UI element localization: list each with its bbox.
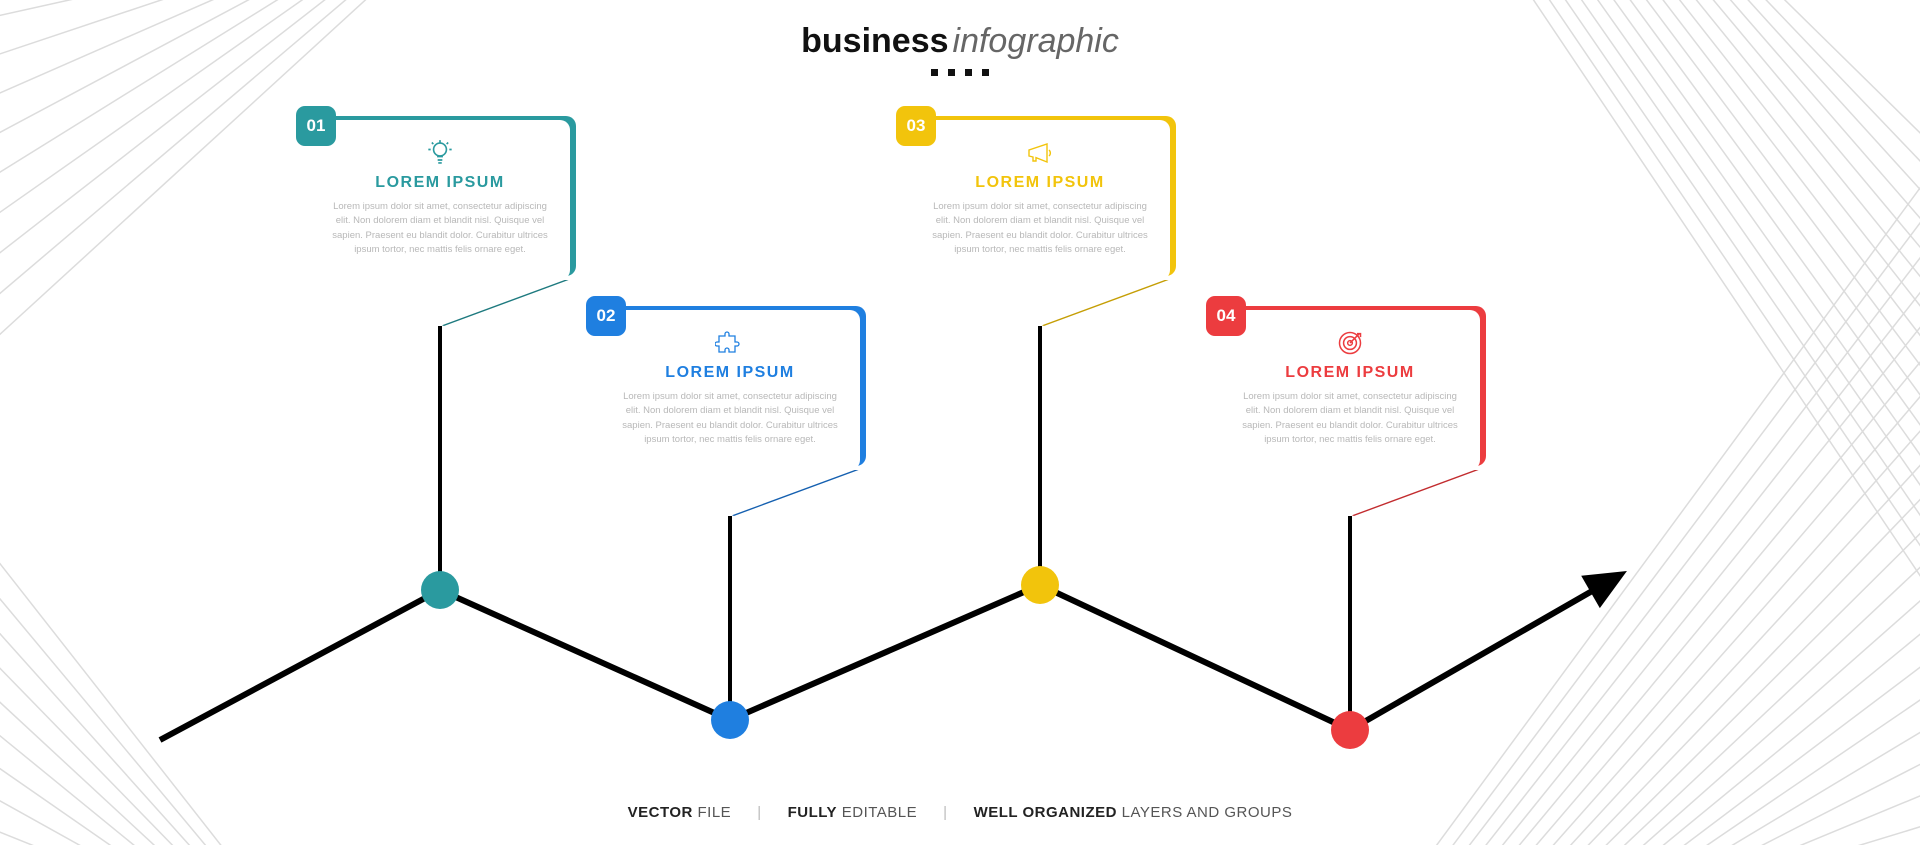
timeline-node (421, 571, 459, 609)
card-chevron (600, 468, 860, 516)
footer: VECTOR FILE|FULLY EDITABLE|WELL ORGANIZE… (0, 804, 1920, 821)
timeline-node (1021, 566, 1059, 604)
puzzle-icon (620, 328, 840, 358)
timeline-node (1331, 711, 1369, 749)
step-card: LOREM IPSUM Lorem ipsum dolor sit amet, … (1220, 310, 1480, 470)
card-chevron (910, 278, 1170, 326)
connector-stem (1038, 326, 1042, 585)
step-number-badge: 03 (896, 106, 936, 146)
step-01: LOREM IPSUM Lorem ipsum dolor sit amet, … (310, 120, 570, 280)
step-card: LOREM IPSUM Lorem ipsum dolor sit amet, … (600, 310, 860, 470)
step-title: LOREM IPSUM (1240, 364, 1460, 382)
target-icon (1240, 328, 1460, 358)
step-body: Lorem ipsum dolor sit amet, consectetur … (930, 200, 1150, 257)
step-title: LOREM IPSUM (330, 174, 550, 192)
step-title: LOREM IPSUM (930, 174, 1150, 192)
step-04: LOREM IPSUM Lorem ipsum dolor sit amet, … (1220, 310, 1480, 470)
step-number-badge: 04 (1206, 296, 1246, 336)
connector-stem (728, 516, 732, 720)
card-chevron (1220, 468, 1480, 516)
step-body: Lorem ipsum dolor sit amet, consectetur … (620, 390, 840, 447)
step-02: LOREM IPSUM Lorem ipsum dolor sit amet, … (600, 310, 860, 470)
step-number-badge: 02 (586, 296, 626, 336)
lightbulb-icon (330, 138, 550, 168)
step-body: Lorem ipsum dolor sit amet, consectetur … (1240, 390, 1460, 447)
step-number-badge: 01 (296, 106, 336, 146)
step-card: LOREM IPSUM Lorem ipsum dolor sit amet, … (910, 120, 1170, 280)
megaphone-icon (930, 138, 1150, 168)
timeline-node (711, 701, 749, 739)
card-chevron (310, 278, 570, 326)
step-body: Lorem ipsum dolor sit amet, consectetur … (330, 200, 550, 257)
step-03: LOREM IPSUM Lorem ipsum dolor sit amet, … (910, 120, 1170, 280)
step-title: LOREM IPSUM (620, 364, 840, 382)
connector-stem (438, 326, 442, 590)
step-card: LOREM IPSUM Lorem ipsum dolor sit amet, … (310, 120, 570, 280)
connector-stem (1348, 516, 1352, 730)
